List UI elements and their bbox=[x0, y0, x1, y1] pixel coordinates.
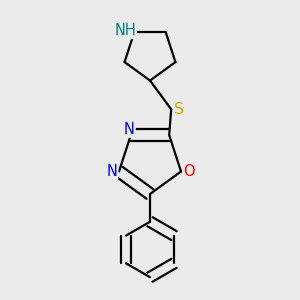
Text: O: O bbox=[183, 164, 195, 179]
Text: N: N bbox=[106, 164, 117, 179]
Text: NH: NH bbox=[114, 23, 136, 38]
Text: S: S bbox=[174, 102, 184, 117]
Text: N: N bbox=[124, 122, 135, 137]
